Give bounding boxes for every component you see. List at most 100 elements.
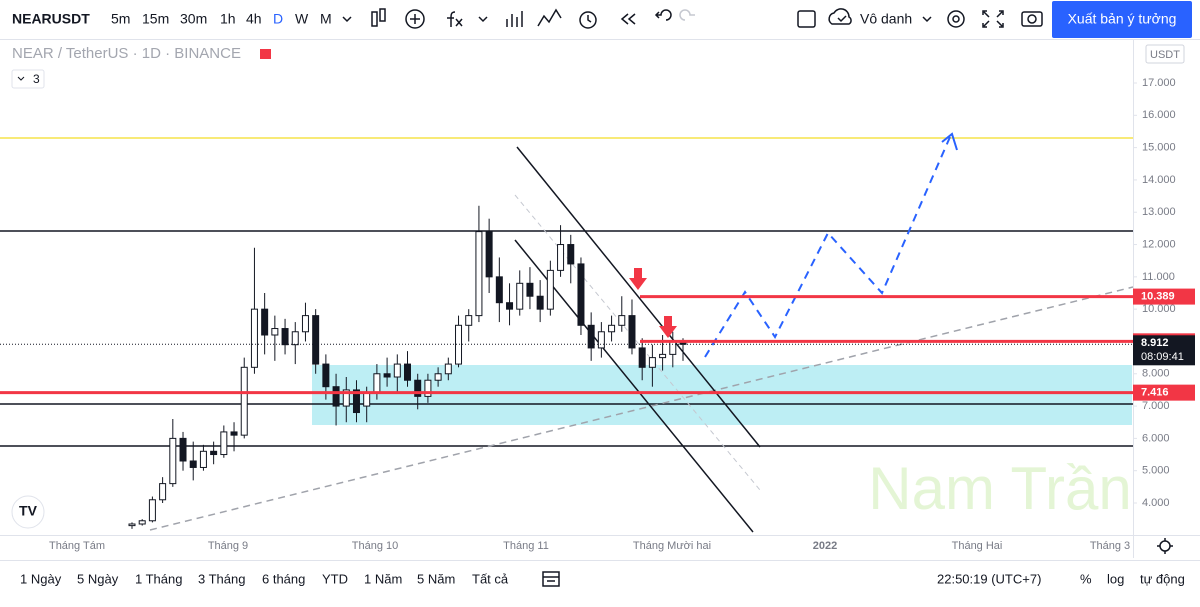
legend-flag [260, 49, 271, 59]
price-tag-label: 7.416 [1141, 387, 1169, 399]
candle-body [240, 366, 248, 436]
range-button[interactable]: 1 Tháng [135, 571, 182, 586]
price-tag [1133, 288, 1195, 305]
candle-body [414, 379, 422, 397]
clock[interactable]: 22:50:19 (UTC+7) [937, 571, 1041, 586]
candle-body [618, 315, 626, 326]
range-button[interactable]: 1 Ngày [20, 571, 62, 586]
interval[interactable]: 30m [180, 11, 207, 27]
chevron [17, 76, 25, 81]
interval[interactable]: W [295, 11, 309, 27]
down-arrow [659, 316, 677, 338]
interval[interactable]: 1h [220, 11, 236, 27]
candle-body [475, 231, 483, 317]
candle-body [444, 363, 452, 375]
interval[interactable]: 5m [111, 11, 130, 27]
price-tick-label: 6.000 [1142, 432, 1170, 444]
candle-body [250, 308, 258, 368]
candle-body [659, 353, 667, 359]
candle-body [312, 315, 320, 365]
time-label: Tháng Tám [49, 540, 105, 552]
price-tick-label: 15.000 [1142, 142, 1176, 154]
range-button[interactable]: 3 Tháng [198, 571, 245, 586]
log-toggle[interactable]: log [1107, 571, 1124, 586]
candle-body [373, 373, 381, 394]
time-label: Tháng 9 [208, 540, 248, 552]
currency[interactable]: USDT [1150, 49, 1180, 61]
candle-body [587, 324, 595, 349]
percent-toggle[interactable]: % [1080, 571, 1092, 586]
price-tick-label: 14.000 [1142, 174, 1176, 186]
candle-body [577, 263, 585, 326]
last-price-tag [1133, 335, 1195, 366]
candle-body [434, 373, 442, 381]
publish-label[interactable]: Xuất bản ý tưởng [1068, 11, 1177, 27]
price-tick-label: 8.000 [1142, 368, 1170, 380]
watermark: Nam Trần [868, 455, 1131, 522]
price-tag-label: 10.389 [1141, 290, 1175, 302]
legend-title: NEAR / TetherUS · 1D · BINANCE [12, 45, 241, 62]
range-button[interactable]: 5 Năm [417, 571, 455, 586]
date-range-icon[interactable] [542, 571, 560, 587]
channel-line [516, 146, 761, 448]
projection-arrow [941, 132, 958, 151]
time-label: Tháng 3 [1090, 540, 1130, 552]
publish-button[interactable] [1052, 1, 1192, 38]
range-button[interactable]: Tất cả [472, 571, 509, 586]
candle-body [648, 357, 656, 368]
candle-body [220, 431, 228, 456]
candle-body [342, 389, 350, 407]
candle-body [159, 483, 167, 501]
top-toolbar [0, 0, 1200, 39]
candle-body [128, 523, 136, 527]
range-button[interactable]: 5 Ngày [77, 571, 119, 586]
candle-body [383, 373, 391, 378]
price-tick-label: 17.000 [1142, 77, 1176, 89]
price-tick-label: 5.000 [1142, 465, 1170, 477]
price-tick-label: 4.000 [1142, 497, 1170, 509]
range-button[interactable]: 1 Năm [364, 571, 402, 586]
logo-badge[interactable] [11, 495, 45, 529]
candle-body [332, 386, 340, 407]
candle-body [322, 363, 330, 388]
time-label: 2022 [813, 540, 837, 552]
candle-body [261, 308, 269, 336]
channel-mid [514, 194, 761, 491]
candle-body [230, 431, 238, 436]
range-button[interactable]: 6 tháng [262, 571, 305, 586]
candle-body [506, 302, 514, 310]
time-label: Tháng 10 [352, 540, 398, 552]
candle-body [485, 231, 493, 278]
settings-icon[interactable] [1157, 538, 1173, 554]
candle-body [404, 363, 411, 381]
currency-box[interactable] [1145, 44, 1185, 64]
projection-path [704, 136, 951, 358]
candle-body [424, 379, 432, 397]
candle-body [352, 389, 360, 414]
candle-body [271, 328, 279, 336]
interval[interactable]: 4h [246, 11, 262, 27]
interval[interactable]: M [320, 11, 332, 27]
price-tick-label: 13.000 [1142, 206, 1176, 218]
candle-body [597, 331, 605, 349]
candle-body [189, 460, 197, 468]
channel-line [514, 239, 754, 533]
candle-body [210, 450, 218, 456]
interval-active[interactable]: D [273, 11, 283, 27]
chart-pane: Nam Trần [0, 132, 1133, 533]
candle-body [281, 328, 289, 346]
indicator-toggle[interactable] [11, 69, 45, 89]
toolbar-icons[interactable] [342, 8, 1043, 29]
candle-body [536, 295, 544, 310]
price-tick-label: 12.000 [1142, 238, 1176, 250]
trend-line [149, 286, 1133, 531]
account[interactable]: Vô danh [860, 11, 912, 27]
range-button[interactable]: YTD [322, 571, 348, 586]
indicator-count[interactable]: 3 [33, 72, 40, 86]
symbol[interactable]: NEARUSDT [12, 11, 90, 27]
auto-toggle[interactable]: tự động [1140, 571, 1185, 586]
candle-body [526, 282, 534, 297]
interval[interactable]: 15m [142, 11, 169, 27]
